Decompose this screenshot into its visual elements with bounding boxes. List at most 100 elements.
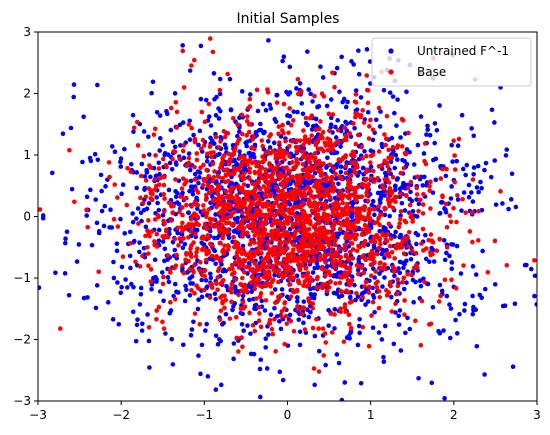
- red-point: [330, 70, 335, 76]
- red-point: [305, 234, 311, 240]
- red-point: [300, 155, 306, 160]
- red-point: [222, 305, 227, 311]
- red-point: [191, 223, 197, 228]
- red-point: [224, 220, 229, 226]
- blue-point: [333, 135, 339, 140]
- red-point: [444, 224, 450, 230]
- blue-point: [429, 245, 434, 251]
- blue-point: [352, 125, 357, 131]
- red-point: [219, 222, 225, 228]
- blue-point: [390, 94, 396, 99]
- x-tick-label: 1: [367, 408, 375, 422]
- red-point: [402, 218, 408, 224]
- red-point: [248, 237, 254, 243]
- blue-point: [532, 273, 537, 279]
- blue-point: [483, 160, 489, 166]
- blue-point: [462, 308, 467, 313]
- red-point: [347, 180, 353, 185]
- blue-point: [295, 299, 300, 304]
- red-point: [138, 195, 143, 201]
- blue-point: [402, 208, 408, 213]
- red-point: [206, 235, 211, 241]
- red-point: [314, 285, 319, 290]
- red-point: [233, 239, 238, 245]
- blue-point: [272, 287, 278, 292]
- red-point: [302, 240, 307, 246]
- blue-point: [382, 323, 388, 329]
- blue-point: [439, 288, 445, 294]
- blue-point: [297, 342, 303, 348]
- blue-point: [334, 65, 340, 71]
- red-point: [222, 134, 228, 140]
- red-point: [372, 220, 377, 226]
- blue-point: [338, 164, 344, 170]
- blue-point: [38, 285, 42, 290]
- red-point: [274, 236, 279, 242]
- red-point: [310, 325, 316, 331]
- blue-point: [356, 323, 362, 329]
- blue-point: [120, 182, 126, 187]
- blue-point: [524, 262, 529, 268]
- red-point: [107, 174, 112, 180]
- red-point: [218, 139, 223, 144]
- red-point: [193, 200, 198, 205]
- blue-point: [213, 333, 219, 339]
- red-point: [161, 209, 167, 214]
- red-point: [161, 174, 167, 180]
- red-point: [428, 232, 434, 237]
- blue-point: [423, 232, 428, 238]
- blue-point: [81, 295, 87, 301]
- red-point: [285, 231, 290, 236]
- red-point: [250, 323, 256, 328]
- red-point: [192, 311, 198, 316]
- red-point: [152, 177, 158, 182]
- red-point: [371, 168, 376, 174]
- red-point: [337, 220, 342, 225]
- blue-point: [130, 309, 136, 315]
- blue-point: [508, 197, 514, 202]
- blue-point: [203, 97, 209, 103]
- red-point: [296, 227, 302, 233]
- red-point: [277, 161, 282, 167]
- red-point: [361, 253, 366, 259]
- blue-point: [398, 232, 404, 238]
- red-point: [368, 117, 373, 123]
- red-point: [137, 264, 143, 269]
- red-point: [276, 188, 281, 194]
- red-point: [262, 269, 268, 275]
- red-point: [197, 268, 203, 273]
- red-point: [452, 179, 458, 185]
- red-point: [390, 205, 396, 211]
- red-point: [343, 252, 349, 258]
- blue-point: [243, 140, 248, 146]
- red-point: [268, 165, 274, 170]
- blue-point: [246, 150, 252, 156]
- blue-point: [420, 183, 426, 188]
- red-point: [253, 207, 259, 213]
- blue-point: [137, 240, 142, 245]
- chart-title: Initial Samples: [237, 11, 340, 27]
- blue-point: [510, 364, 516, 369]
- red-point: [203, 257, 209, 263]
- red-point: [364, 73, 370, 78]
- red-point: [202, 221, 208, 227]
- red-point: [277, 249, 283, 255]
- red-point: [138, 173, 144, 179]
- blue-point: [461, 190, 467, 195]
- red-point: [378, 212, 383, 218]
- blue-point: [353, 297, 358, 303]
- red-point: [256, 240, 262, 246]
- blue-point: [392, 165, 398, 171]
- red-point: [192, 177, 198, 182]
- red-point: [306, 197, 311, 203]
- red-point: [246, 159, 251, 164]
- red-point: [348, 184, 353, 190]
- blue-point: [191, 319, 196, 325]
- red-point: [312, 93, 317, 99]
- red-point: [202, 267, 208, 273]
- blue-point: [227, 76, 233, 82]
- blue-point: [191, 132, 196, 138]
- blue-point: [294, 273, 300, 279]
- red-point: [340, 200, 346, 206]
- red-point: [192, 139, 198, 145]
